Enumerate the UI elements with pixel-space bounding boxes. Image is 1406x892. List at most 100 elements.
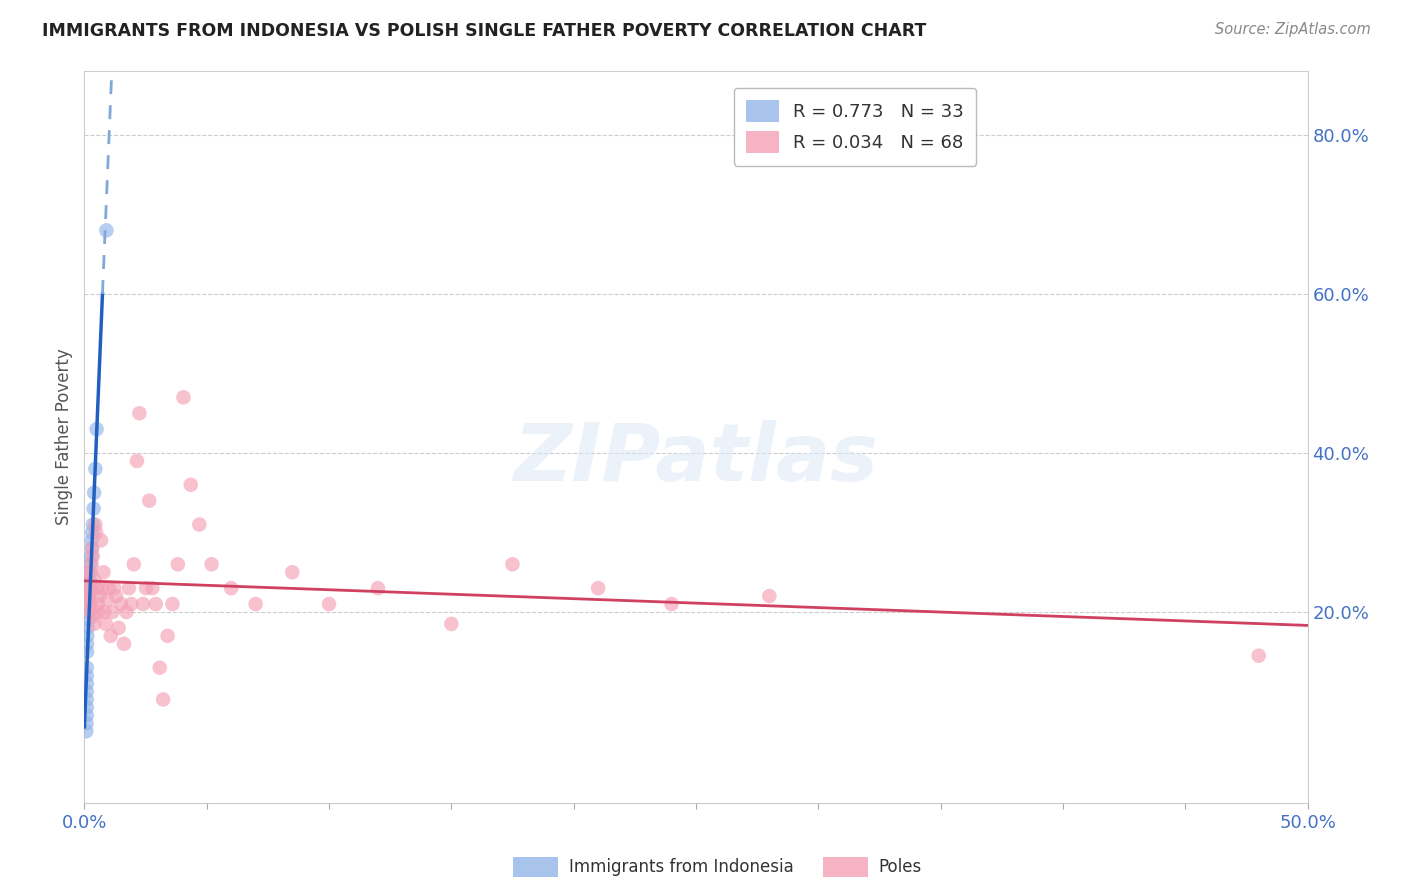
Point: [84, 525, 107, 540]
Point: [77, 589, 100, 603]
Y-axis label: Single Father Poverty: Single Father Poverty: [55, 349, 73, 525]
Point: [76, 637, 98, 651]
Point: [125, 454, 148, 468]
Point: [115, 605, 138, 619]
Point: [97, 593, 120, 607]
Point: [76, 716, 98, 731]
Point: [79, 558, 101, 572]
Point: [90, 533, 112, 548]
Point: [188, 517, 211, 532]
Point: [103, 581, 125, 595]
Point: [77, 589, 100, 603]
Point: [76, 692, 98, 706]
Point: [245, 597, 267, 611]
Point: [76, 668, 98, 682]
Point: [94, 616, 117, 631]
Point: [120, 597, 142, 611]
Point: [83, 485, 105, 500]
Point: [367, 581, 389, 595]
Point: [118, 581, 141, 595]
Point: [97, 581, 120, 595]
Point: [76, 700, 98, 714]
Point: [77, 589, 100, 603]
Point: [141, 581, 163, 595]
Point: [110, 597, 132, 611]
Point: [93, 566, 115, 580]
Point: [77, 613, 100, 627]
Point: [76, 589, 98, 603]
Point: [80, 558, 103, 572]
Point: [96, 223, 118, 237]
Point: [84, 517, 107, 532]
Point: [91, 581, 114, 595]
Point: [128, 406, 150, 420]
Point: [135, 581, 157, 595]
Point: [89, 589, 111, 603]
Point: [80, 581, 103, 595]
Point: [76, 645, 98, 659]
Text: IMMIGRANTS FROM INDONESIA VS POLISH SINGLE FATHER POVERTY CORRELATION CHART: IMMIGRANTS FROM INDONESIA VS POLISH SING…: [42, 22, 927, 40]
Point: [76, 629, 98, 643]
Point: [76, 684, 98, 698]
Point: [79, 566, 101, 580]
Point: [758, 589, 780, 603]
Point: [586, 581, 609, 595]
Point: [1247, 648, 1270, 663]
Text: ZIPatlas: ZIPatlas: [513, 420, 879, 498]
Point: [76, 566, 98, 580]
Point: [77, 597, 100, 611]
Point: [86, 581, 108, 595]
Point: [180, 477, 202, 491]
Point: [152, 692, 174, 706]
Point: [200, 558, 222, 572]
Point: [440, 616, 463, 631]
Point: [149, 660, 172, 674]
Point: [122, 558, 145, 572]
Point: [80, 549, 103, 564]
Point: [76, 573, 98, 587]
Point: [77, 581, 100, 595]
Point: [77, 605, 100, 619]
Point: [138, 493, 160, 508]
Point: [112, 637, 135, 651]
Point: [76, 676, 98, 690]
Point: [86, 422, 108, 436]
Point: [318, 597, 340, 611]
Point: [76, 621, 98, 635]
Point: [77, 581, 100, 595]
Point: [83, 609, 105, 624]
Point: [80, 541, 103, 556]
Point: [661, 597, 683, 611]
Point: [76, 589, 98, 603]
Point: [219, 581, 242, 595]
Point: [87, 605, 110, 619]
Point: [107, 621, 129, 635]
Point: [80, 533, 103, 548]
Point: [145, 597, 167, 611]
Point: [105, 589, 128, 603]
Point: [79, 573, 101, 587]
Point: [79, 597, 101, 611]
Point: [162, 597, 184, 611]
Point: [76, 708, 98, 723]
Point: [132, 597, 155, 611]
Point: [156, 629, 179, 643]
Point: [79, 566, 101, 580]
Point: [101, 605, 124, 619]
Legend: R = 0.773   N = 33, R = 0.034   N = 68: R = 0.773 N = 33, R = 0.034 N = 68: [734, 87, 977, 166]
Point: [281, 566, 304, 580]
Point: [82, 517, 104, 532]
Point: [84, 462, 107, 476]
Point: [502, 558, 524, 572]
Point: [82, 549, 104, 564]
Text: Poles: Poles: [879, 858, 922, 876]
Point: [82, 541, 104, 556]
Point: [76, 660, 98, 674]
Point: [83, 501, 105, 516]
Point: [87, 597, 110, 611]
Point: [166, 558, 188, 572]
Text: Source: ZipAtlas.com: Source: ZipAtlas.com: [1215, 22, 1371, 37]
Point: [93, 605, 115, 619]
Point: [82, 525, 104, 540]
Point: [83, 616, 105, 631]
